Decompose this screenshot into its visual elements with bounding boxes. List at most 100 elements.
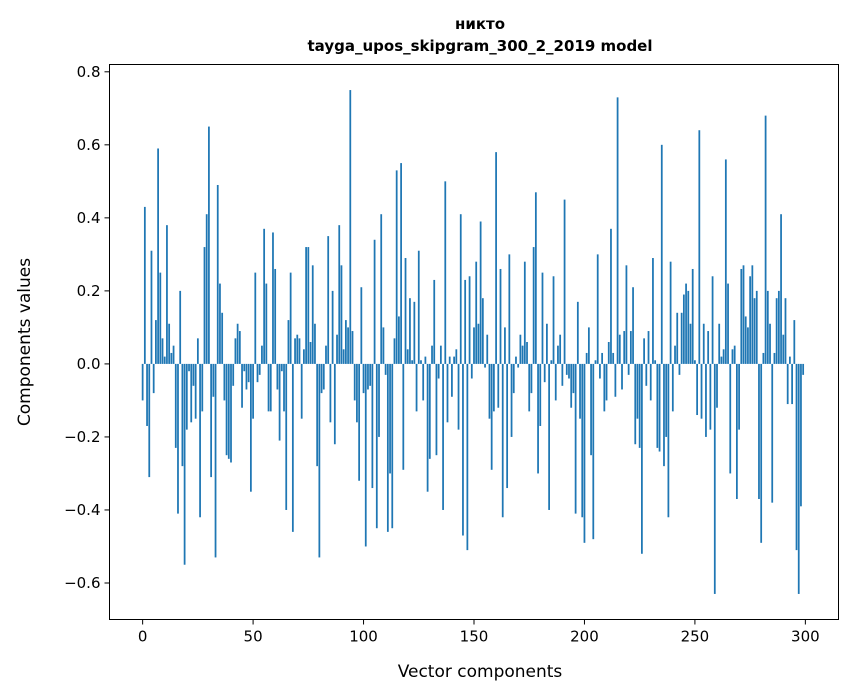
- bar-195: [572, 363, 575, 394]
- bar-193: [568, 363, 570, 379]
- bar-155: [484, 363, 486, 368]
- bar-27: [201, 363, 204, 412]
- bar-111: [386, 363, 389, 532]
- bar-39: [227, 363, 230, 459]
- bar-247: [687, 290, 690, 364]
- bar-15: [174, 363, 177, 448]
- bar-60: [274, 268, 277, 364]
- bar-42: [234, 338, 237, 364]
- bar-70: [296, 334, 299, 364]
- bar-132: [433, 279, 436, 364]
- bar-98: [358, 363, 361, 481]
- bar-7: [157, 148, 159, 364]
- bar-30: [208, 126, 210, 364]
- bar-75: [307, 247, 310, 364]
- bar-279: [758, 363, 760, 500]
- x-tick-label: 150: [460, 628, 489, 646]
- bar-285: [771, 363, 774, 503]
- bar-164: [504, 327, 506, 364]
- bar-234: [658, 363, 661, 452]
- bar-292: [786, 363, 789, 405]
- bar-151: [475, 261, 478, 364]
- bar-203: [590, 363, 592, 456]
- bar-116: [398, 316, 400, 364]
- bars-group: [141, 90, 805, 594]
- bar-138: [446, 363, 449, 423]
- chart-subtitle: tayga_upos_skipgram_300_2_2019 model: [308, 37, 653, 55]
- bar-135: [439, 345, 442, 364]
- bar-25: [196, 338, 199, 364]
- bar-240: [671, 363, 674, 412]
- bar-120: [406, 349, 409, 364]
- bar-257: [709, 363, 712, 430]
- bar-92: [344, 320, 347, 364]
- bar-41: [232, 363, 235, 386]
- bar-10: [163, 356, 166, 364]
- bar-167: [510, 363, 513, 437]
- bar-115: [395, 170, 398, 364]
- bar-230: [649, 363, 652, 401]
- bar-200: [583, 363, 586, 543]
- bar-99: [360, 287, 363, 364]
- y-tick-label: −0.2: [64, 428, 100, 446]
- bar-158: [490, 363, 493, 470]
- bar-275: [749, 276, 752, 364]
- bar-249: [691, 268, 694, 364]
- bar-100: [362, 363, 365, 394]
- bar-47: [245, 363, 248, 390]
- bar-21: [188, 363, 190, 372]
- bar-219: [625, 265, 628, 364]
- bar-69: [294, 338, 296, 364]
- bar-198: [579, 363, 581, 419]
- bar-85: [329, 363, 332, 423]
- bar-31: [210, 363, 213, 478]
- bar-24: [194, 363, 197, 419]
- bar-73: [303, 349, 305, 364]
- bar-71: [298, 338, 301, 364]
- bar-145: [462, 363, 464, 536]
- bar-232: [654, 360, 657, 364]
- bar-286: [773, 352, 776, 364]
- bar-191: [563, 199, 566, 364]
- bar-258: [711, 276, 714, 364]
- bar-57: [267, 363, 270, 412]
- bar-228: [645, 363, 648, 386]
- bar-168: [512, 363, 515, 394]
- bar-165: [506, 363, 509, 489]
- bar-172: [521, 345, 524, 364]
- bar-35: [219, 283, 221, 364]
- bar-63: [280, 363, 283, 372]
- bar-192: [565, 363, 568, 375]
- bar-284: [769, 323, 771, 364]
- bar-67: [289, 272, 292, 364]
- x-axis-ticks: 0 50 100 150 200 250 300: [138, 619, 820, 646]
- bar-185: [550, 360, 553, 364]
- bar-86: [331, 290, 334, 364]
- bar-226: [641, 363, 643, 554]
- bar-207: [599, 363, 601, 379]
- bar-142: [455, 349, 458, 364]
- bar-133: [435, 363, 438, 456]
- bar-194: [570, 363, 573, 408]
- bar-220: [627, 363, 630, 375]
- bar-225: [638, 363, 641, 448]
- bar-254: [702, 323, 705, 364]
- bar-182: [543, 363, 546, 383]
- bar-152: [477, 323, 480, 364]
- bar-209: [603, 363, 606, 412]
- bar-271: [740, 268, 743, 364]
- bar-94: [349, 90, 352, 364]
- bar-160: [495, 152, 497, 364]
- bar-84: [327, 236, 330, 364]
- bar-23: [192, 363, 195, 386]
- bar-81: [320, 363, 323, 394]
- y-tick-label: 0.2: [77, 282, 101, 300]
- bar-62: [278, 363, 281, 441]
- bar-265: [727, 283, 729, 364]
- bar-97: [356, 363, 358, 423]
- bar-52: [256, 363, 259, 383]
- bar-79: [316, 363, 319, 467]
- bar-276: [751, 265, 754, 364]
- bar-45: [241, 363, 243, 408]
